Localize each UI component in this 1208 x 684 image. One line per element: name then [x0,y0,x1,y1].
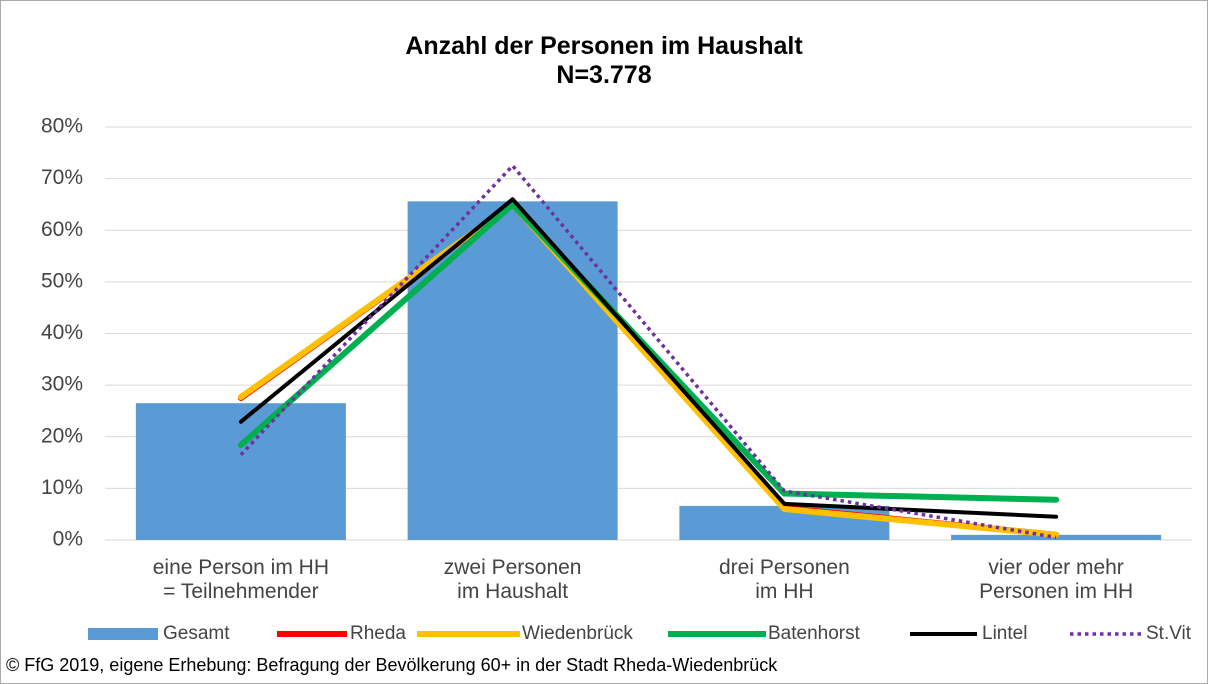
source-note: © FfG 2019, eigene Erhebung: Befragung d… [6,655,778,675]
y-tick-label: 70% [41,166,83,189]
legend-label: Batenhorst [768,623,861,644]
y-tick-label: 50% [41,269,83,292]
line-series [239,163,1057,540]
y-tick-label: 20% [41,424,83,447]
line-series [237,201,1060,538]
line-series [237,201,1060,538]
legend-label: Lintel [982,623,1027,644]
chart-title: Anzahl der Personen im Haushalt [405,32,803,60]
legend-label: Rheda [350,623,406,644]
y-tick-label: 60% [41,218,83,241]
y-tick-label: 10% [41,476,83,499]
y-tick-label: 40% [41,321,83,344]
chart-subtitle: N=3.778 [556,61,652,89]
y-tick-label: 0% [53,528,83,551]
legend-label: Wiedenbrück [522,623,633,644]
title-block: Anzahl der Personen im Haushalt N=3.778 [0,32,1208,90]
x-tick-label: drei Personen im HH [719,556,850,603]
x-tick-label: zwei Personen im Haushalt [443,556,582,603]
legend-label: St.Vit [1146,623,1192,644]
legend-label: Gesamt [163,623,230,644]
bar [135,403,346,540]
x-tick-label: vier oder mehr Personen im HH [979,556,1134,603]
y-tick-label: 80% [41,115,83,138]
legend-swatch [88,628,158,640]
y-tick-label: 30% [41,373,83,396]
x-tick-label: eine Person im HH = Teilnehmender [152,556,329,603]
